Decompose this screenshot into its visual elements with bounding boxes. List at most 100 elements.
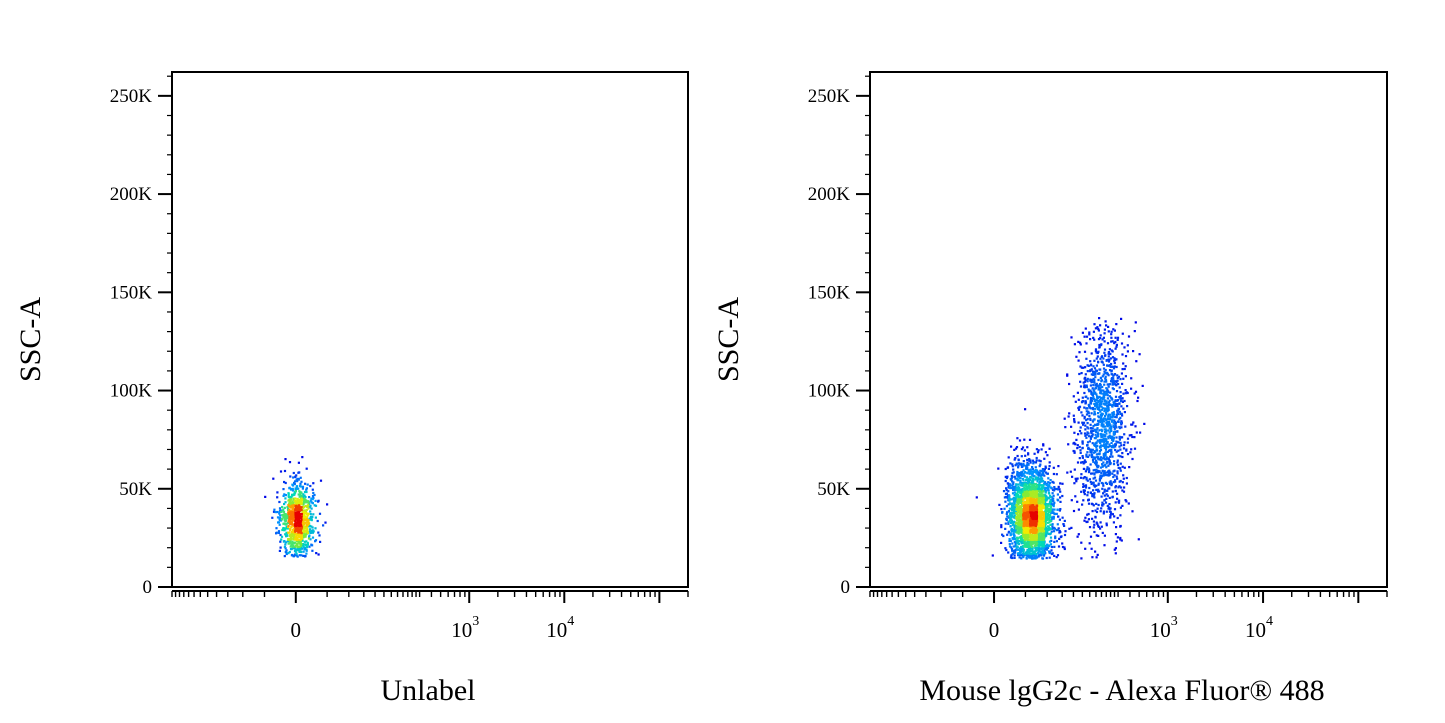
event-point: [1046, 454, 1049, 457]
event-point: [1027, 538, 1031, 541]
event-point: [1090, 547, 1093, 550]
event-point: [1095, 502, 1098, 505]
event-point: [1029, 556, 1032, 559]
event-point: [305, 524, 308, 527]
event-point: [1105, 432, 1108, 435]
event-point: [1037, 514, 1040, 517]
event-point: [1016, 552, 1020, 555]
event-point: [1025, 545, 1028, 548]
event-point: [1098, 438, 1102, 442]
event-point: [292, 555, 295, 558]
event-point: [294, 511, 297, 514]
event-point: [1045, 499, 1048, 502]
event-point: [1113, 425, 1116, 428]
event-point: [1091, 493, 1094, 496]
event-point: [1077, 398, 1080, 401]
event-point: [1098, 458, 1101, 461]
event-point: [1099, 417, 1102, 420]
event-point: [1098, 490, 1101, 493]
event-point: [1105, 439, 1108, 442]
event-point: [1045, 504, 1048, 507]
event-point: [1044, 552, 1047, 555]
event-point: [1086, 441, 1090, 444]
event-point: [308, 524, 311, 528]
event-point: [1108, 399, 1111, 402]
event-point: [1042, 527, 1045, 530]
event-point: [1096, 522, 1099, 525]
event-point: [1031, 502, 1034, 505]
event-point: [294, 553, 297, 556]
event-point: [1103, 471, 1106, 475]
event-point: [1110, 380, 1113, 383]
event-point: [295, 508, 299, 511]
event-point: [1104, 378, 1108, 381]
event-point: [296, 497, 299, 501]
event-point: [1100, 379, 1103, 382]
event-point: [1080, 366, 1083, 369]
event-point: [1107, 436, 1110, 439]
event-point: [1009, 478, 1012, 481]
event-point: [1109, 516, 1112, 519]
event-point: [1104, 392, 1107, 396]
event-point: [1041, 468, 1044, 471]
event-point: [1094, 407, 1097, 410]
event-point: [1125, 448, 1128, 451]
event-point: [1099, 521, 1102, 524]
event-point: [1087, 471, 1091, 474]
event-point: [278, 507, 282, 510]
event-point: [1016, 501, 1019, 504]
event-point: [1114, 443, 1117, 446]
event-point: [1041, 552, 1044, 555]
event-point: [1096, 384, 1099, 388]
event-point: [1112, 388, 1115, 391]
event-point: [295, 552, 298, 555]
event-point: [1107, 403, 1110, 406]
event-point: [1116, 338, 1119, 341]
event-point: [1101, 338, 1104, 341]
event-point: [303, 490, 307, 494]
event-point: [1063, 533, 1067, 537]
event-point: [1114, 347, 1117, 350]
event-point: [291, 489, 295, 492]
event-point: [271, 516, 274, 519]
plot-frame: [869, 71, 1388, 588]
event-point: [301, 456, 304, 459]
event-point: [1021, 484, 1024, 487]
event-point: [1012, 530, 1015, 533]
event-point: [1045, 486, 1048, 490]
event-point: [1026, 461, 1029, 464]
event-point: [1097, 471, 1100, 474]
event-point: [1087, 403, 1090, 406]
event-point: [1075, 355, 1078, 358]
event-point: [306, 528, 309, 531]
event-point: [1090, 431, 1093, 434]
event-point: [310, 525, 313, 528]
event-point: [1099, 445, 1102, 448]
event-point: [1112, 367, 1116, 370]
event-point: [294, 524, 297, 527]
event-point: [283, 493, 286, 496]
event-point: [1018, 472, 1021, 475]
event-point: [1118, 480, 1121, 483]
event-point: [289, 540, 292, 543]
event-point: [1042, 554, 1046, 557]
event-point: [1029, 489, 1032, 492]
event-point: [1025, 501, 1028, 504]
event-point: [1079, 449, 1082, 452]
event-point: [1109, 415, 1112, 418]
event-point: [1108, 462, 1111, 465]
event-point: [1083, 380, 1087, 383]
event-point: [1092, 460, 1095, 463]
event-point: [1075, 478, 1078, 481]
event-point: [1009, 534, 1012, 537]
event-point: [1059, 496, 1062, 499]
event-point: [1028, 438, 1032, 441]
event-point: [1026, 538, 1029, 541]
event-point: [1104, 377, 1107, 380]
event-point: [1030, 514, 1033, 517]
event-point: [1114, 380, 1117, 383]
event-point: [1098, 470, 1101, 473]
event-point: [1020, 520, 1023, 523]
event-point: [1114, 415, 1117, 419]
event-point: [1035, 494, 1038, 497]
